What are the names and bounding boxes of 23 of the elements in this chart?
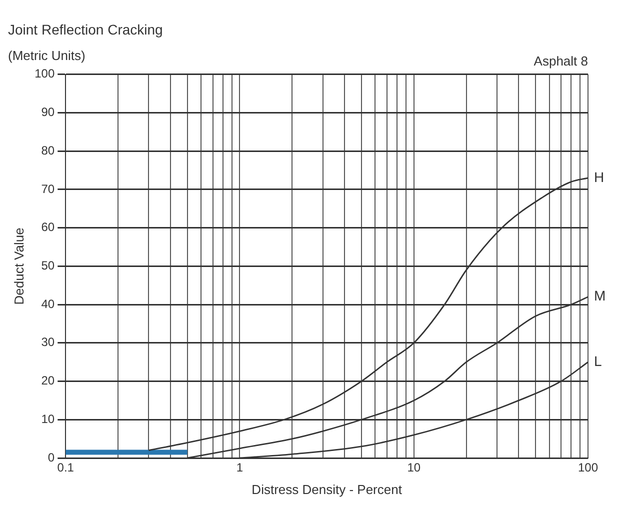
y-tick-label: 20	[41, 374, 55, 388]
chart-title: Joint Reflection Cracking	[8, 21, 163, 38]
x-tick-label: 0.1	[57, 460, 74, 475]
series-label: L	[594, 352, 602, 369]
x-axis-title: Distress Density - Percent	[252, 482, 402, 497]
y-axis-title: Deduct Value	[11, 228, 26, 305]
x-tick-label: 100	[578, 460, 598, 475]
y-tick-label: 70	[41, 182, 55, 196]
y-tick-label: 80	[41, 143, 55, 158]
y-tick-label: 10	[41, 412, 55, 426]
chart-subtitle: (Metric Units)	[8, 48, 86, 64]
y-tick-label: 50	[41, 258, 55, 273]
x-tick-label: 1	[236, 460, 244, 475]
y-tick-label: 0	[48, 450, 55, 464]
y-tick-label: 40	[41, 296, 55, 311]
x-tick-label: 10	[407, 460, 421, 475]
series-label: H	[594, 168, 604, 185]
y-tick-label: 60	[41, 220, 55, 234]
y-tick-label: 100	[34, 66, 55, 81]
text: Asphalt 8	[534, 53, 588, 68]
y-tick-label: 90	[41, 105, 55, 120]
series-label: M	[594, 288, 606, 304]
y-tick-label: 30	[41, 335, 55, 350]
